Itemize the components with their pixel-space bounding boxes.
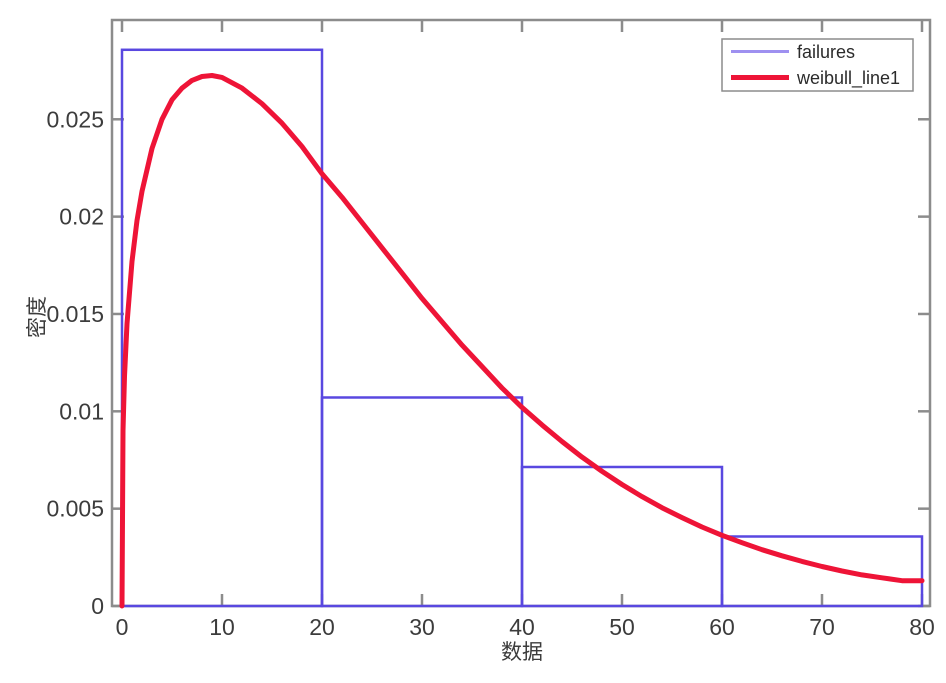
- x-tick-label: 50: [609, 614, 635, 640]
- x-tick-label: 30: [409, 614, 435, 640]
- y-tick-label: 0.005: [46, 496, 104, 522]
- histogram-bar: [120, 48, 324, 608]
- histogram-bar: [520, 465, 724, 608]
- weibull-fit-curve: [119, 73, 925, 609]
- x-tick-label: 40: [509, 614, 535, 640]
- legend: failures weibull_line1: [721, 38, 914, 92]
- plot-layer: 0 10 20 30 40 50 60 70 80 0 0.005 0.01 0.015 0.02 0.02…: [46, 18, 935, 640]
- x-axis-label: 数据: [501, 641, 543, 664]
- x-tick-label: 10: [209, 614, 235, 640]
- y-tick-label: 0: [91, 593, 104, 619]
- x-tick-label: 20: [309, 614, 335, 640]
- legend-weibull-label: weibull_line1: [796, 68, 900, 89]
- x-tick-label: 70: [809, 614, 835, 640]
- y-axis-label: 密度: [26, 296, 49, 338]
- legend-failures-label: failures: [797, 42, 855, 62]
- x-tick-label: 60: [709, 614, 735, 640]
- y-tick-label: 0.015: [46, 301, 104, 327]
- legend-box: [721, 38, 914, 92]
- x-tick-label: 0: [116, 614, 129, 640]
- histogram-bar: [320, 396, 524, 608]
- y-tick-label: 0.025: [46, 106, 104, 132]
- x-tick-label: 80: [909, 614, 935, 640]
- y-tick-label: 0.02: [59, 204, 104, 230]
- y-tick-label: 0.01: [59, 398, 104, 424]
- histogram-bar: [720, 535, 924, 608]
